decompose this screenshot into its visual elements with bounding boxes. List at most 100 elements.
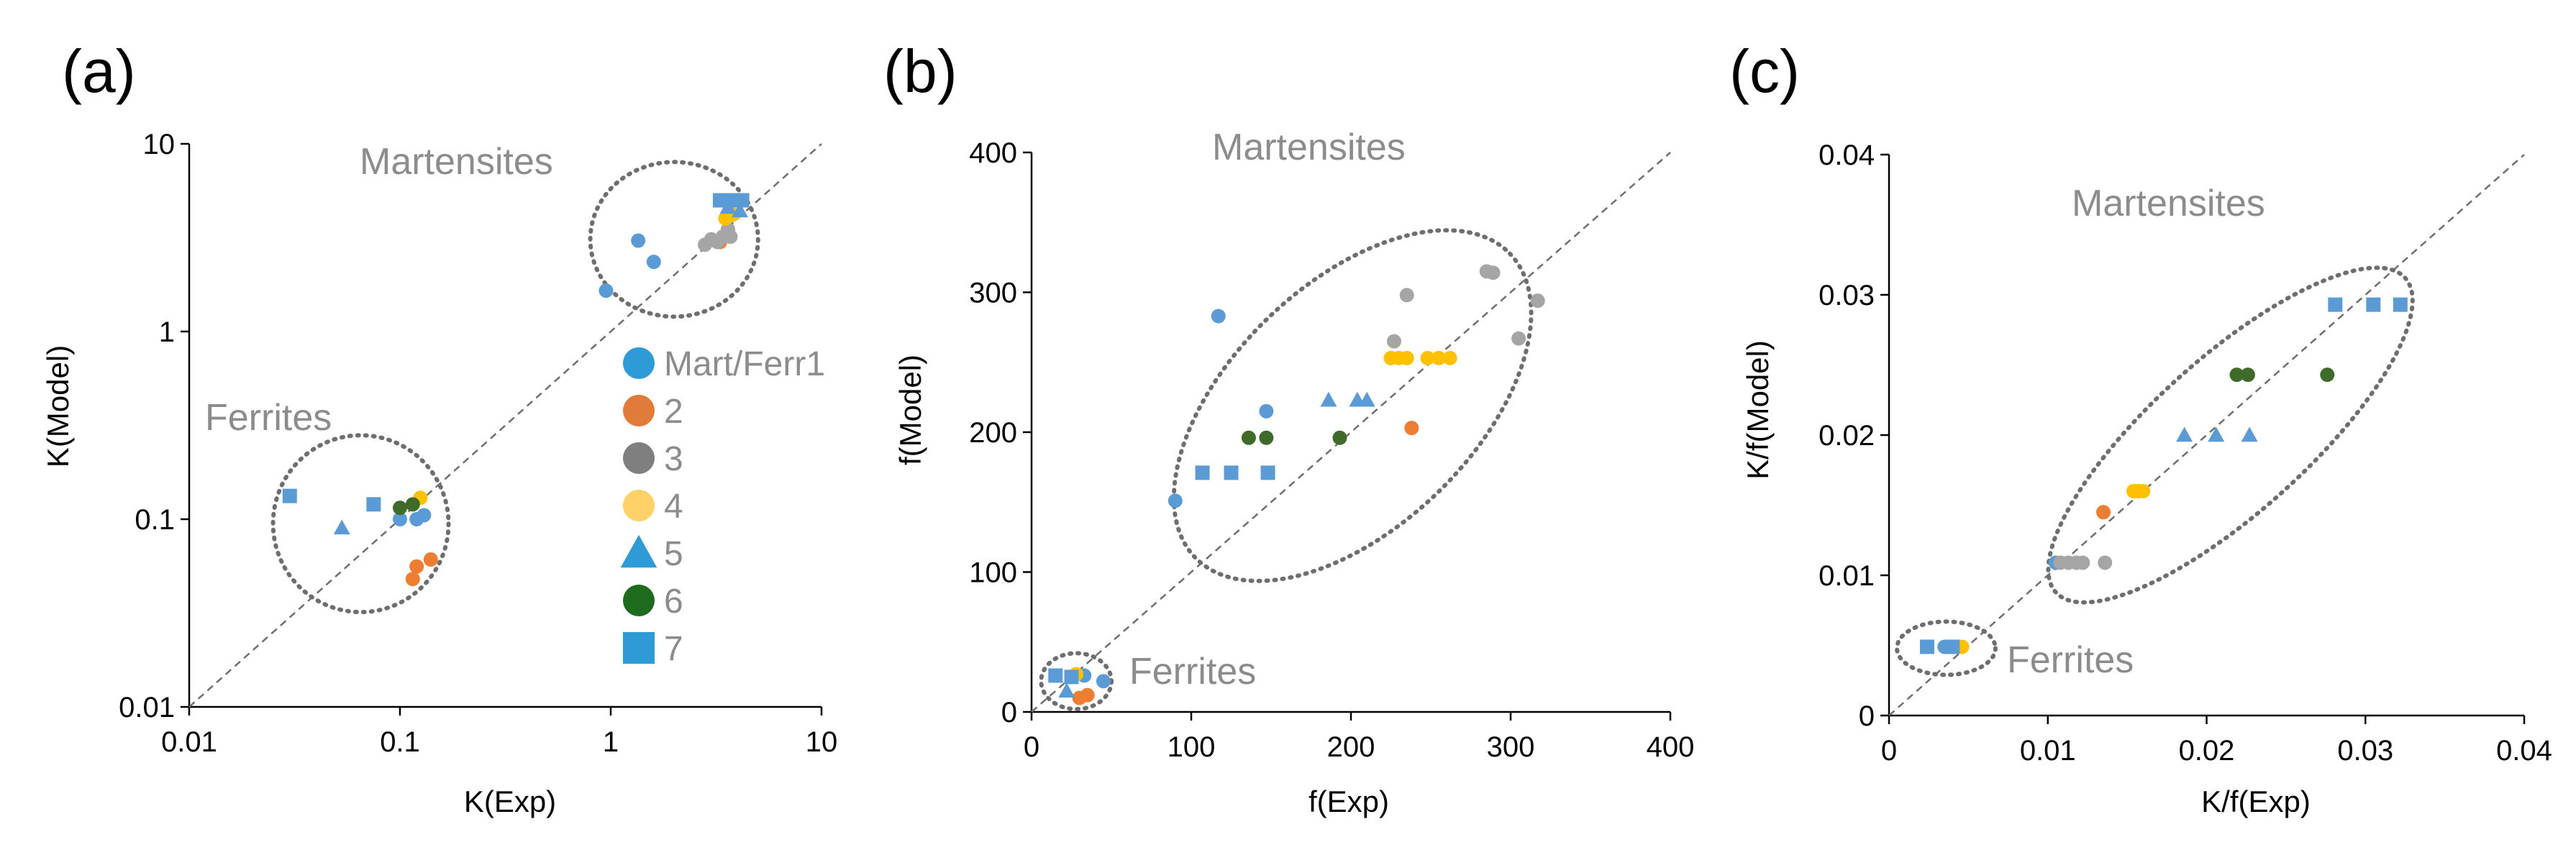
data-point bbox=[2136, 484, 2151, 498]
data-point bbox=[2328, 297, 2343, 312]
panel-b-ferrites-label: Ferrites bbox=[1129, 651, 1256, 693]
panel-a-ylabel: K(Model) bbox=[41, 345, 75, 467]
panel-b-xlabel: f(Exp) bbox=[1309, 785, 1389, 818]
identity-line bbox=[1031, 152, 1671, 713]
legend-marker bbox=[623, 395, 655, 426]
group-ellipse-martensites bbox=[588, 160, 760, 319]
identity-line bbox=[188, 143, 822, 708]
y-tick-label: 100 bbox=[969, 557, 1017, 589]
legend-label: 7 bbox=[664, 630, 683, 668]
x-tick-label: 0 bbox=[1024, 731, 1039, 763]
data-point bbox=[1224, 465, 1239, 480]
x-tick-label: 0.01 bbox=[2020, 735, 2076, 767]
data-point bbox=[2096, 505, 2111, 520]
y-tick-label: 0.01 bbox=[119, 692, 175, 723]
x-tick-label: 0 bbox=[1881, 735, 1897, 767]
panel-b: (b) f(Model) f(Exp) Martensites Ferrites… bbox=[883, 37, 1694, 818]
data-point bbox=[1072, 690, 1087, 705]
data-point bbox=[1511, 331, 1526, 346]
data-point bbox=[393, 501, 407, 516]
y-tick-label: 0 bbox=[1859, 700, 1875, 732]
panel-b-martensites-label: Martensites bbox=[1212, 127, 1406, 168]
data-point bbox=[1320, 391, 1337, 407]
panel-a: (a) K(Model) K(Exp) Martensites Ferrites… bbox=[41, 37, 837, 818]
data-point bbox=[393, 512, 407, 526]
legend: Mart/Ferr1 2 3 4 5 6 7 bbox=[620, 345, 825, 668]
data-point bbox=[1168, 493, 1183, 508]
y-tick-label: 0.04 bbox=[1819, 140, 1875, 171]
group-ellipse-ferrites bbox=[1039, 651, 1114, 712]
legend-label: 4 bbox=[664, 488, 683, 526]
y-tick-label: 200 bbox=[969, 417, 1017, 449]
panel-b-ylabel: f(Model) bbox=[893, 355, 927, 465]
data-point bbox=[723, 229, 738, 245]
panel-c-xlabel: K/f(Exp) bbox=[2201, 785, 2311, 818]
x-tick-label: 10 bbox=[806, 726, 838, 758]
data-point bbox=[1442, 350, 1457, 365]
data-point bbox=[2320, 367, 2335, 383]
data-point bbox=[409, 559, 424, 574]
data-point bbox=[1058, 682, 1075, 698]
group-ellipse-martensites bbox=[1171, 228, 1534, 583]
data-point bbox=[2240, 367, 2255, 383]
panel-b-label: (b) bbox=[883, 37, 957, 105]
x-tick-label: 0.04 bbox=[2496, 735, 2552, 767]
y-tick-label: 0.02 bbox=[1819, 420, 1875, 452]
data-point bbox=[2176, 426, 2193, 442]
data-point bbox=[1485, 265, 1501, 280]
legend-marker bbox=[623, 490, 655, 521]
data-point bbox=[417, 508, 432, 523]
legend-marker bbox=[623, 585, 655, 616]
x-tick-label: 400 bbox=[1647, 731, 1695, 763]
y-tick-label: 0.01 bbox=[1819, 560, 1875, 592]
x-tick-label: 100 bbox=[1168, 731, 1216, 763]
x-tick-label: 200 bbox=[1327, 731, 1375, 763]
legend-label: 5 bbox=[664, 535, 683, 573]
legend-marker bbox=[623, 347, 655, 379]
data-point bbox=[1358, 391, 1375, 407]
data-point bbox=[1919, 639, 1934, 654]
data-point bbox=[2075, 555, 2090, 570]
data-point bbox=[405, 497, 420, 512]
legend-label: 6 bbox=[664, 582, 683, 621]
x-tick-label: 0.02 bbox=[2179, 735, 2235, 767]
data-point bbox=[1420, 350, 1435, 365]
data-point bbox=[1241, 430, 1256, 445]
x-tick-label: 1 bbox=[603, 726, 619, 758]
data-point bbox=[1530, 293, 1545, 309]
group-ellipse-martensites bbox=[2046, 265, 2415, 605]
data-point bbox=[333, 519, 350, 535]
panel-a-xlabel: K(Exp) bbox=[464, 785, 556, 818]
x-tick-label: 0.01 bbox=[161, 726, 217, 758]
identity-line bbox=[1888, 154, 2525, 716]
legend-label: 3 bbox=[664, 440, 683, 478]
data-point bbox=[282, 488, 297, 503]
data-point bbox=[1064, 670, 1079, 685]
y-tick-label: 0.1 bbox=[135, 504, 175, 536]
data-point bbox=[1404, 421, 1419, 436]
x-tick-label: 0.1 bbox=[380, 726, 420, 758]
data-point bbox=[1195, 465, 1210, 480]
data-point bbox=[405, 572, 420, 587]
legend-marker bbox=[623, 632, 655, 664]
y-tick-label: 1 bbox=[159, 316, 175, 348]
legend-label: Mart/Ferr1 bbox=[664, 345, 825, 383]
data-point bbox=[2393, 297, 2408, 312]
data-point bbox=[631, 233, 646, 248]
y-tick-label: 10 bbox=[143, 129, 176, 160]
panel-a-ferrites-label: Ferrites bbox=[205, 397, 332, 439]
data-point bbox=[1386, 334, 1401, 349]
data-point bbox=[1096, 674, 1111, 689]
data-point bbox=[1332, 430, 1347, 445]
data-point bbox=[1259, 403, 1274, 419]
legend-label: 2 bbox=[664, 393, 683, 431]
data-point bbox=[1260, 465, 1275, 480]
y-tick-label: 400 bbox=[969, 137, 1017, 169]
data-point bbox=[732, 202, 749, 218]
data-point bbox=[646, 255, 661, 270]
group-ellipse-ferrites bbox=[1895, 619, 1998, 677]
data-point bbox=[1945, 639, 1960, 654]
x-tick-label: 0.03 bbox=[2337, 735, 2393, 767]
data-point bbox=[2098, 555, 2113, 570]
